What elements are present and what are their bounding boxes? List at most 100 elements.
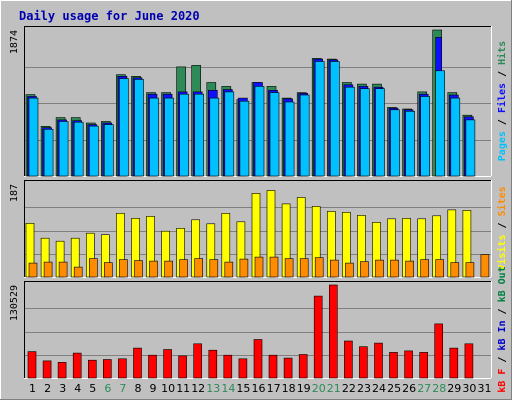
bar-sites-day-17 xyxy=(269,256,279,278)
bar-pages-day-30 xyxy=(465,119,476,177)
day-label-18: 18 xyxy=(282,382,296,395)
day-labels: 1 2 3 4 5 6 7 8 9 10 11 12 13 14 15 16 17 18 19 20 21 22 23 24 2… xyxy=(29,382,492,395)
bar-kbf-day-28 xyxy=(434,323,444,379)
bar-pages-day-24 xyxy=(375,88,385,177)
bar-sites-day-20 xyxy=(314,257,324,278)
bar-kbf-day-3 xyxy=(57,361,67,379)
bar-kbf-day-2 xyxy=(42,360,52,379)
day-label-14: 14 xyxy=(221,382,235,395)
bar-pages-day-19 xyxy=(299,94,310,177)
day-label-2: 2 xyxy=(44,382,51,395)
bar-kbf-day-25 xyxy=(389,352,398,379)
legend-entry: Hits xyxy=(496,41,508,65)
legend-entry: Visits xyxy=(496,235,508,271)
day-label-22: 22 xyxy=(342,382,356,395)
day-label-19: 19 xyxy=(297,382,311,395)
day-label-24: 24 xyxy=(372,382,386,395)
bar-sites-day-29 xyxy=(450,262,460,278)
bar-kbf-day-30 xyxy=(464,343,474,379)
bar-sites-day-11 xyxy=(179,259,188,278)
bar-sites-day-22 xyxy=(345,262,354,278)
legend-entry: kB Out xyxy=(497,266,508,302)
day-label-1: 1 xyxy=(29,382,36,395)
bar-pages-day-21 xyxy=(329,61,340,177)
day-label-23: 23 xyxy=(357,382,371,395)
bar-pages-day-27 xyxy=(420,96,431,177)
bar-pages-day-23 xyxy=(360,88,370,177)
bar-sites-day-1 xyxy=(28,262,38,278)
legend-entry: / xyxy=(497,216,508,234)
bar-kbf-day-7 xyxy=(118,358,127,379)
day-label-30: 30 xyxy=(462,382,476,395)
bar-sites-day-18 xyxy=(284,258,294,278)
day-label-12: 12 xyxy=(191,382,205,395)
bar-sites-day-3 xyxy=(58,261,68,278)
bar-sites-day-30 xyxy=(465,262,475,278)
legend-entry: Files xyxy=(496,83,508,113)
bar-sites-day-19 xyxy=(299,258,309,278)
bar-sites-day-23 xyxy=(360,261,369,278)
day-label-26: 26 xyxy=(402,382,416,395)
bar-kbf-day-29 xyxy=(449,347,459,379)
bar-kbf-day-18 xyxy=(283,357,293,379)
bar-kbf-day-10 xyxy=(163,349,172,379)
bar-sites-day-8 xyxy=(134,260,143,278)
day-label-27: 27 xyxy=(417,382,431,395)
bar-pages-day-8 xyxy=(134,79,144,177)
y-max-label: 130529 xyxy=(9,285,20,321)
legend-entry: kB In xyxy=(497,320,508,350)
bar-pages-day-2 xyxy=(43,129,54,177)
bar-kbf-day-11 xyxy=(178,355,187,379)
bar-kbf-day-17 xyxy=(268,354,278,379)
bar-kbf-day-13 xyxy=(208,349,218,379)
bar-pages-day-16 xyxy=(254,86,265,177)
bar-pages-day-11 xyxy=(179,93,189,177)
panel-visits-sites: 187 Visits / Sites xyxy=(9,180,508,278)
bar-pages-day-13 xyxy=(209,97,220,177)
bar-kbf-day-4 xyxy=(72,352,82,379)
bar-kbf-day-8 xyxy=(133,347,142,379)
day-label-20: 20 xyxy=(312,382,326,395)
bar-sites-day-5 xyxy=(89,258,98,278)
bar-pages-day-9 xyxy=(149,97,159,177)
bar-sites-day-21 xyxy=(329,259,339,278)
bar-pages-day-25 xyxy=(390,109,400,177)
y-max-label: 187 xyxy=(9,184,20,202)
bar-sites-day-6 xyxy=(104,262,113,278)
bar-sites-day-4 xyxy=(73,266,83,278)
bar-pages-day-7 xyxy=(119,78,129,177)
bar-kbf-day-12 xyxy=(193,343,202,379)
series-legend: kB F / kB In / kB Out xyxy=(497,266,508,392)
bar-sites-day-9 xyxy=(149,260,158,278)
bar-kbf-day-24 xyxy=(374,342,383,379)
bar-kbf-day-21 xyxy=(328,284,338,379)
bar-kbf-day-22 xyxy=(344,340,353,379)
bar-pages-day-14 xyxy=(224,91,235,177)
bar-pages-day-6 xyxy=(104,124,114,177)
bar-pages-day-18 xyxy=(284,101,295,177)
bar-pages-day-17 xyxy=(269,92,280,177)
bar-kbf-day-6 xyxy=(103,359,112,379)
legend-entry: / xyxy=(497,302,508,320)
bar-pages-day-20 xyxy=(314,61,325,177)
bar-kbf-day-27 xyxy=(419,352,429,379)
panel-kb: 130529 kB F / kB In / kB Out xyxy=(9,266,508,392)
bar-sites-day-26 xyxy=(405,260,414,278)
day-label-15: 15 xyxy=(236,382,250,395)
bar-sites-day-2 xyxy=(43,261,53,278)
y-max-label: 1874 xyxy=(9,30,20,54)
day-label-25: 25 xyxy=(387,382,401,395)
day-label-4: 4 xyxy=(74,382,81,395)
panel-hits-files-pages: 1874 Pages / Files / Hits xyxy=(9,26,508,177)
bar-sites-day-16 xyxy=(254,256,264,278)
bar-kbf-day-19 xyxy=(298,354,308,379)
bar-sites-day-15 xyxy=(239,258,249,278)
legend-entry: / xyxy=(497,65,508,83)
bar-pages-day-4 xyxy=(73,121,84,177)
day-label-7: 7 xyxy=(119,382,126,395)
day-label-9: 9 xyxy=(150,382,157,395)
day-label-8: 8 xyxy=(135,382,142,395)
day-label-6: 6 xyxy=(104,382,111,395)
